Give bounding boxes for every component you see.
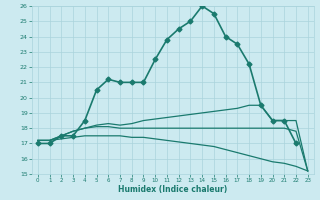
X-axis label: Humidex (Indice chaleur): Humidex (Indice chaleur): [118, 185, 228, 194]
